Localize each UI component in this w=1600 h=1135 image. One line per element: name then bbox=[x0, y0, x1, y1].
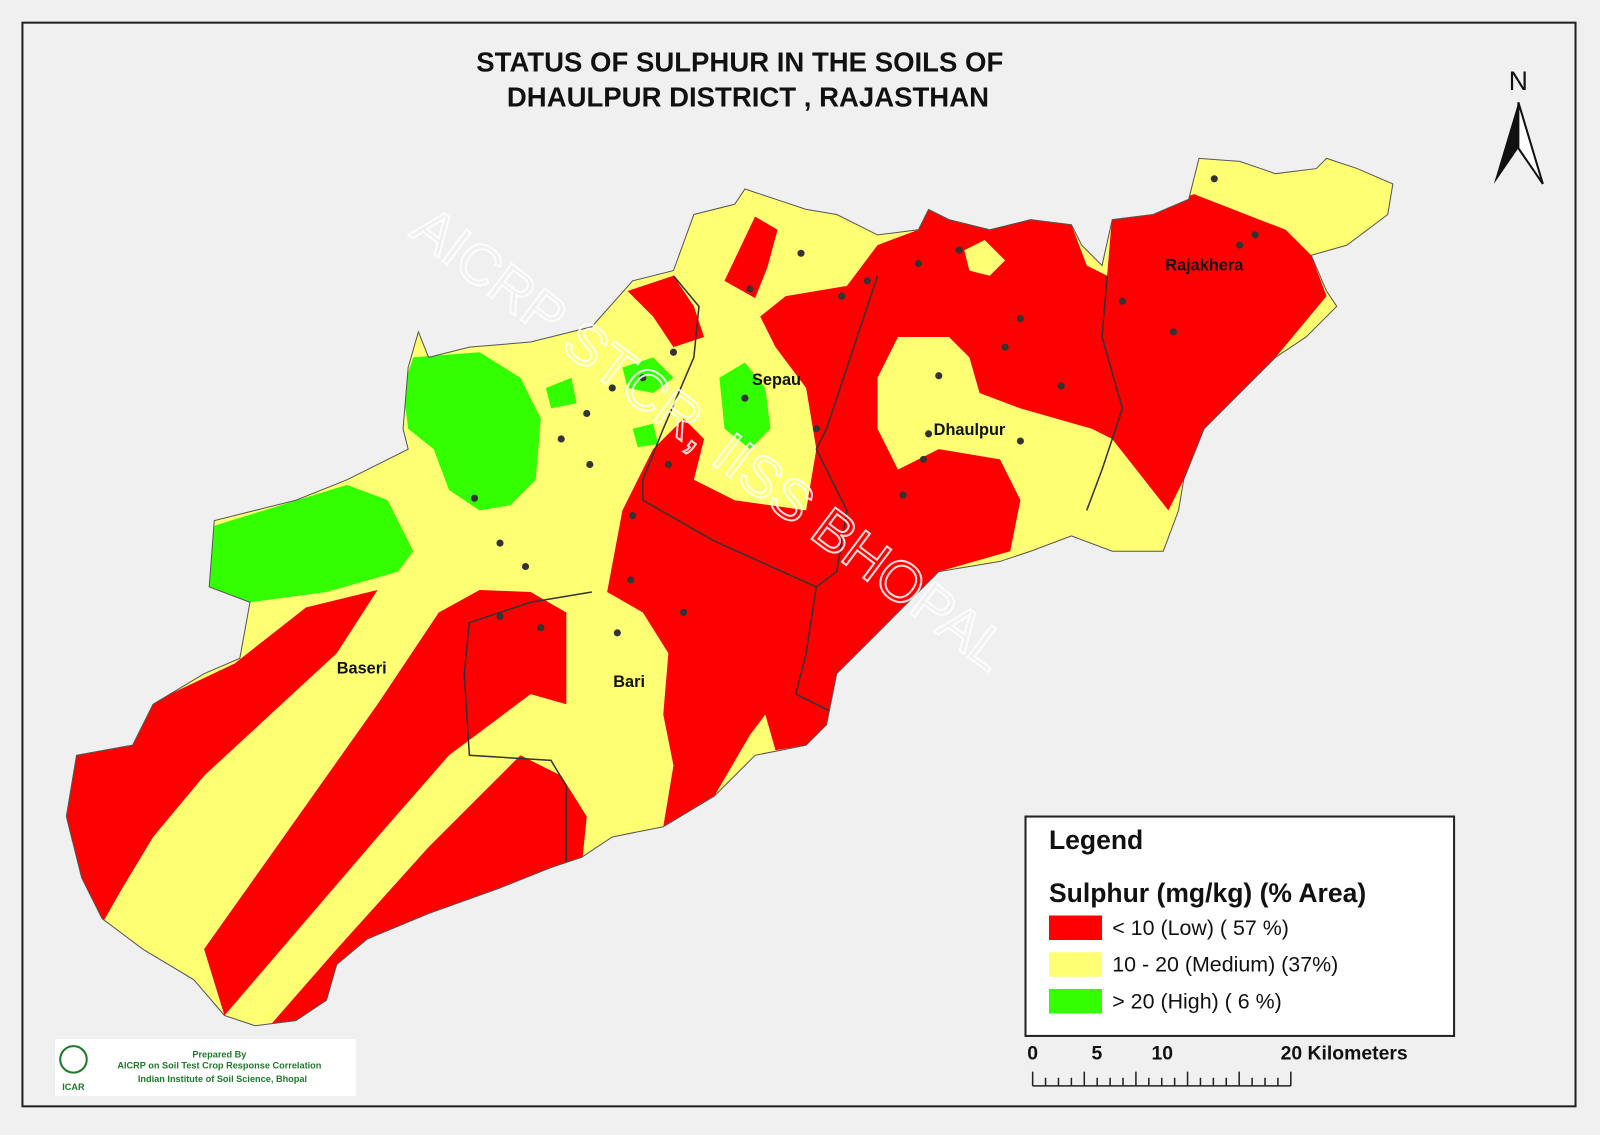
sample-point bbox=[1210, 175, 1218, 183]
scale-label: 10 bbox=[1151, 1042, 1173, 1064]
sample-points bbox=[470, 175, 1259, 637]
high-zone bbox=[719, 362, 771, 450]
legend-subtitle: Sulphur (mg/kg) (% Area) bbox=[1049, 878, 1366, 908]
sample-point bbox=[613, 629, 621, 637]
sample-point bbox=[838, 292, 846, 300]
place-label: Rajakhera bbox=[1165, 257, 1244, 275]
boundary bbox=[463, 591, 592, 878]
scale-bar: 0 5 10 20 Kilometers bbox=[1027, 1042, 1408, 1087]
sample-point bbox=[1016, 437, 1024, 445]
sample-point bbox=[955, 246, 963, 254]
low-zone bbox=[66, 590, 378, 924]
sample-point bbox=[629, 511, 637, 520]
sample-point bbox=[812, 425, 820, 433]
sample-point bbox=[669, 348, 678, 356]
district-outline bbox=[65, 157, 1394, 1027]
sample-point bbox=[583, 409, 591, 418]
high-zone bbox=[209, 484, 414, 603]
north-label: N bbox=[1509, 66, 1528, 96]
sample-point bbox=[496, 539, 504, 547]
sample-point bbox=[899, 491, 907, 499]
place-label: Bari bbox=[613, 673, 645, 691]
low-zone bbox=[607, 194, 1327, 827]
boundary bbox=[1086, 275, 1124, 511]
sample-point bbox=[1169, 328, 1178, 336]
low-zone bbox=[204, 590, 567, 1016]
place-label: Sepau bbox=[752, 371, 801, 389]
boundary bbox=[642, 275, 838, 716]
credit: ICAR Prepared By AICRP on Soil Test Crop… bbox=[55, 1038, 357, 1097]
high-zone bbox=[632, 423, 659, 448]
scale-ticks bbox=[1031, 1071, 1292, 1086]
north-arrow bbox=[1493, 102, 1519, 184]
credit-box bbox=[55, 1038, 357, 1097]
sample-point bbox=[1118, 297, 1127, 305]
low-zone bbox=[724, 216, 778, 299]
sample-point bbox=[1057, 382, 1065, 390]
sample-point bbox=[1236, 241, 1244, 249]
low-zone bbox=[627, 275, 705, 348]
tehsil-boundaries bbox=[463, 275, 1124, 878]
scale-label: 5 bbox=[1092, 1042, 1103, 1064]
legend-swatch bbox=[1048, 952, 1103, 977]
credit-line: Indian Institute of Soil Science, Bhopal bbox=[138, 1074, 307, 1084]
sample-point bbox=[746, 285, 754, 293]
sample-point bbox=[741, 394, 749, 402]
sample-point bbox=[1001, 343, 1009, 351]
sample-point bbox=[1016, 315, 1024, 323]
sample-point bbox=[919, 455, 928, 463]
credit-line: AICRP on Soil Test Crop Response Correla… bbox=[117, 1061, 321, 1071]
sample-point bbox=[496, 612, 504, 621]
sample-point bbox=[664, 460, 672, 469]
boundary bbox=[815, 275, 879, 588]
sample-point bbox=[521, 562, 530, 571]
legend-items: < 10 (Low) ( 57 %) 10 - 20 (Medium) (37%)… bbox=[1048, 915, 1338, 1014]
medium-zone bbox=[964, 240, 1006, 276]
sample-point bbox=[470, 494, 479, 502]
logo bbox=[59, 1045, 88, 1074]
legend-label: > 20 (High) ( 6 %) bbox=[1112, 989, 1282, 1013]
credit-line: Prepared By bbox=[192, 1049, 247, 1059]
sample-point bbox=[586, 460, 594, 469]
scale-label: 20 Kilometers bbox=[1281, 1042, 1408, 1064]
sample-point bbox=[537, 624, 545, 632]
sample-point bbox=[639, 374, 647, 382]
high-zone bbox=[622, 357, 674, 394]
sample-point bbox=[797, 249, 805, 257]
sample-point bbox=[863, 277, 871, 285]
legend-swatch bbox=[1048, 988, 1103, 1014]
legend-swatch bbox=[1048, 915, 1103, 940]
legend-heading: Legend bbox=[1049, 825, 1143, 855]
legend-label: < 10 (Low) ( 57 %) bbox=[1112, 916, 1289, 940]
north-arrow bbox=[1517, 101, 1544, 185]
place-label: Baseri bbox=[337, 660, 387, 678]
map-title: STATUS OF SULPHUR IN THE SOILS OF bbox=[476, 47, 1003, 78]
sample-point bbox=[925, 430, 933, 438]
sample-point bbox=[608, 384, 616, 392]
sample-point bbox=[1251, 231, 1259, 239]
sample-point bbox=[914, 259, 922, 268]
sample-point bbox=[935, 372, 943, 380]
sample-point bbox=[557, 435, 565, 443]
legend-label: 10 - 20 (Medium) (37%) bbox=[1112, 953, 1338, 977]
high-zone bbox=[403, 352, 541, 511]
sample-point bbox=[627, 576, 635, 584]
place-label: Dhaulpur bbox=[934, 421, 1006, 439]
scale-label: 0 bbox=[1027, 1042, 1038, 1064]
high-zone bbox=[545, 377, 577, 409]
sample-point bbox=[680, 608, 688, 617]
high-zones bbox=[209, 352, 771, 603]
map-title: DHAULPUR DISTRICT , RAJASTHAN bbox=[507, 81, 989, 112]
logo-text: ICAR bbox=[62, 1082, 85, 1092]
